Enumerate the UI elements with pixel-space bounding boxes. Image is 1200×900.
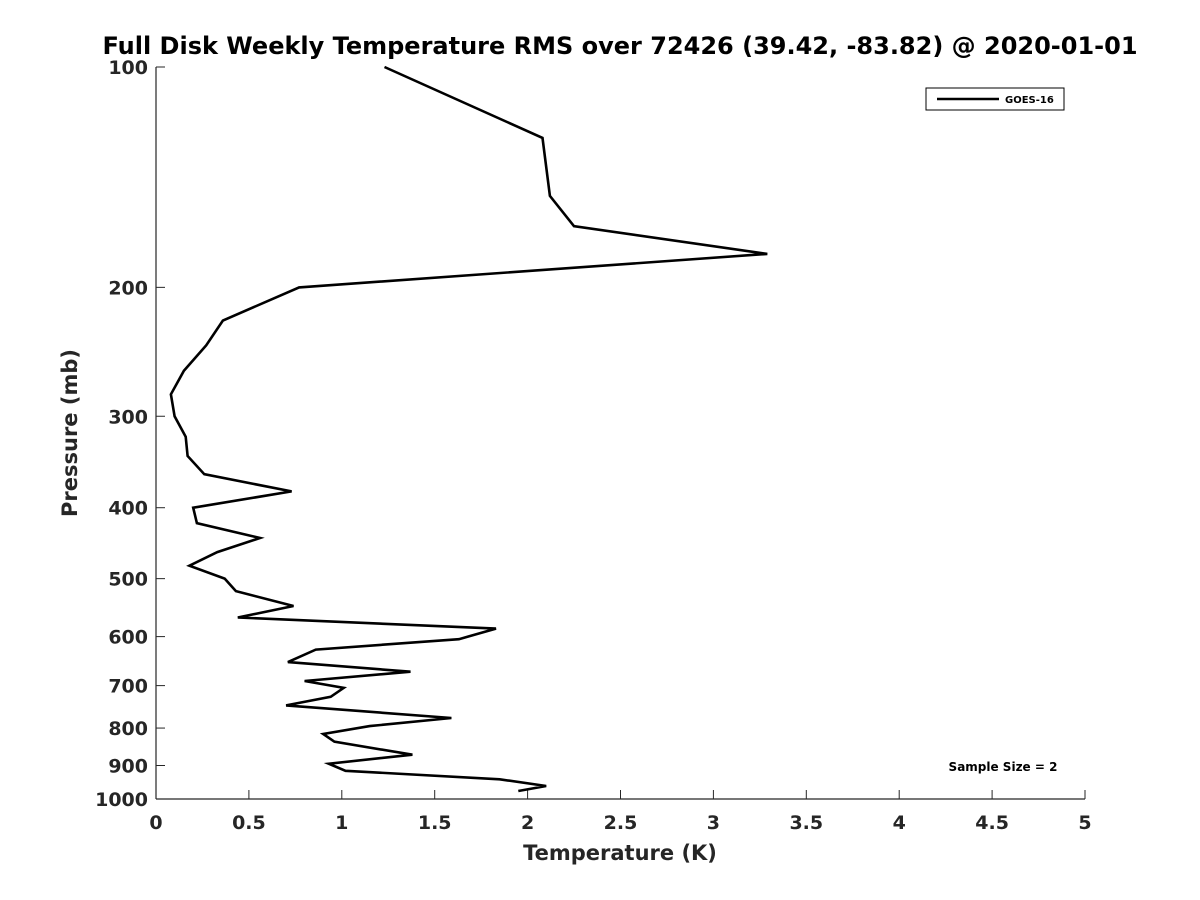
x-tick-label: 4.5 xyxy=(975,812,1009,834)
legend-label-goes-16: GOES-16 xyxy=(1005,95,1054,106)
y-tick-label: 1000 xyxy=(95,789,148,811)
y-tick-label: 400 xyxy=(108,498,148,520)
x-tick-label: 1 xyxy=(335,812,348,834)
x-tick-label: 2 xyxy=(521,812,534,834)
x-tick-label: 4 xyxy=(893,812,906,834)
legend: GOES-16 xyxy=(925,87,1065,111)
y-axis-label: Pressure (mb) xyxy=(58,349,82,517)
series-line-goes-16 xyxy=(169,65,768,793)
x-tick-label: 2.5 xyxy=(604,812,638,834)
x-tick-label: 3 xyxy=(707,812,720,834)
x-tick-label: 1.5 xyxy=(418,812,452,834)
y-tick-label: 200 xyxy=(108,277,148,299)
x-tick-label: 5 xyxy=(1078,812,1091,834)
y-tick-label: 500 xyxy=(108,569,148,591)
y-tick-label: 700 xyxy=(108,676,148,698)
y-tick-label: 800 xyxy=(108,718,148,740)
x-tick-label: 0 xyxy=(149,812,162,834)
x-tick-label: 0.5 xyxy=(232,812,266,834)
y-tick-label: 300 xyxy=(108,406,148,428)
chart-title: Full Disk Weekly Temperature RMS over 72… xyxy=(102,32,1137,60)
x-tick-label: 3.5 xyxy=(789,812,823,834)
sample-size-annotation: Sample Size = 2 xyxy=(949,760,1058,774)
y-tick-label: 900 xyxy=(108,756,148,778)
x-axis-label: Temperature (K) xyxy=(523,841,717,865)
y-tick-label: 100 xyxy=(108,57,148,79)
y-tick-label: 600 xyxy=(108,627,148,649)
